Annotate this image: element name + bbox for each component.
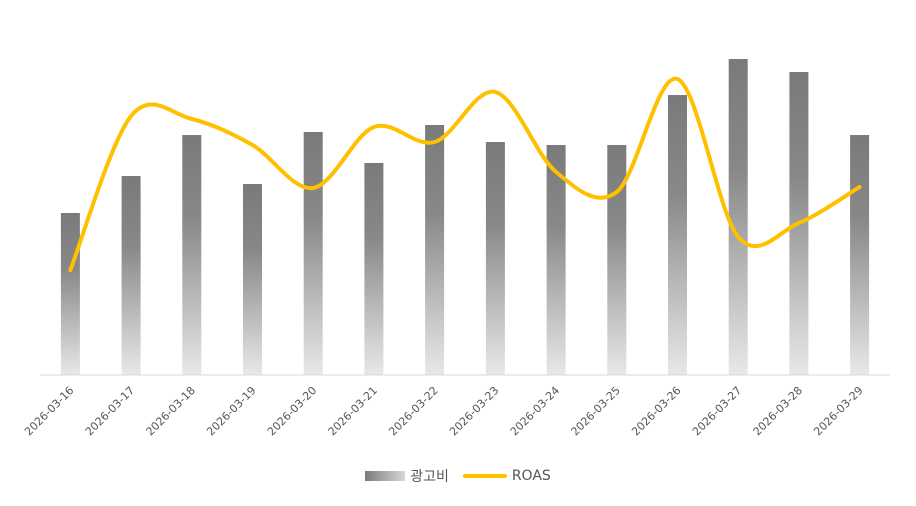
- legend-swatch-line: [462, 474, 507, 478]
- legend: 광고비 ROAS: [0, 462, 916, 490]
- x-tick-label: 2026-03-22: [386, 384, 440, 438]
- x-tick-label: 2026-03-25: [569, 384, 623, 438]
- x-tick-label: 2026-03-23: [447, 384, 501, 438]
- bar-2026-03-24: [546, 145, 566, 375]
- bar-2026-03-20: [303, 132, 323, 375]
- x-tick-label: 2026-03-28: [751, 384, 805, 438]
- legend-item-line: ROAS: [462, 468, 551, 484]
- legend-swatch-bar: [365, 471, 406, 481]
- bar-2026-03-22: [425, 125, 445, 375]
- roas-line: [68, 76, 862, 272]
- bar-2026-03-25: [607, 145, 627, 375]
- bar-2026-03-21: [364, 163, 384, 375]
- x-tick-label: 2026-03-27: [690, 384, 744, 438]
- bar-series: [60, 59, 870, 375]
- x-tick-label: 2026-03-21: [326, 384, 380, 438]
- bar-2026-03-27: [728, 59, 748, 375]
- x-tick-label: 2026-03-16: [22, 384, 76, 438]
- bar-2026-03-18: [182, 135, 202, 375]
- legend-item-bar: 광고비: [365, 466, 449, 486]
- bar-2026-03-26: [668, 95, 687, 375]
- x-tick-label: 2026-03-18: [144, 384, 198, 438]
- bar-2026-03-19: [243, 184, 262, 375]
- x-tick-label: 2026-03-24: [508, 384, 562, 438]
- x-tick-label: 2026-03-20: [265, 384, 319, 438]
- x-tick-label: 2026-03-26: [629, 384, 683, 438]
- x-tick-labels: 2026-03-16 2026-03-17 2026-03-18 2026-03-19…: [22, 384, 866, 438]
- bar-2026-03-16: [60, 213, 80, 375]
- bar-2026-03-23: [485, 142, 505, 375]
- legend-label-line: ROAS: [511, 468, 551, 484]
- bar-2026-03-29: [850, 135, 870, 375]
- bar-2026-03-17: [121, 176, 141, 375]
- x-tick-label: 2026-03-29: [811, 384, 865, 438]
- x-tick-label: 2026-03-19: [204, 384, 258, 438]
- legend-label-bar: 광고비: [410, 469, 449, 485]
- x-tick-label: 2026-03-17: [83, 384, 137, 438]
